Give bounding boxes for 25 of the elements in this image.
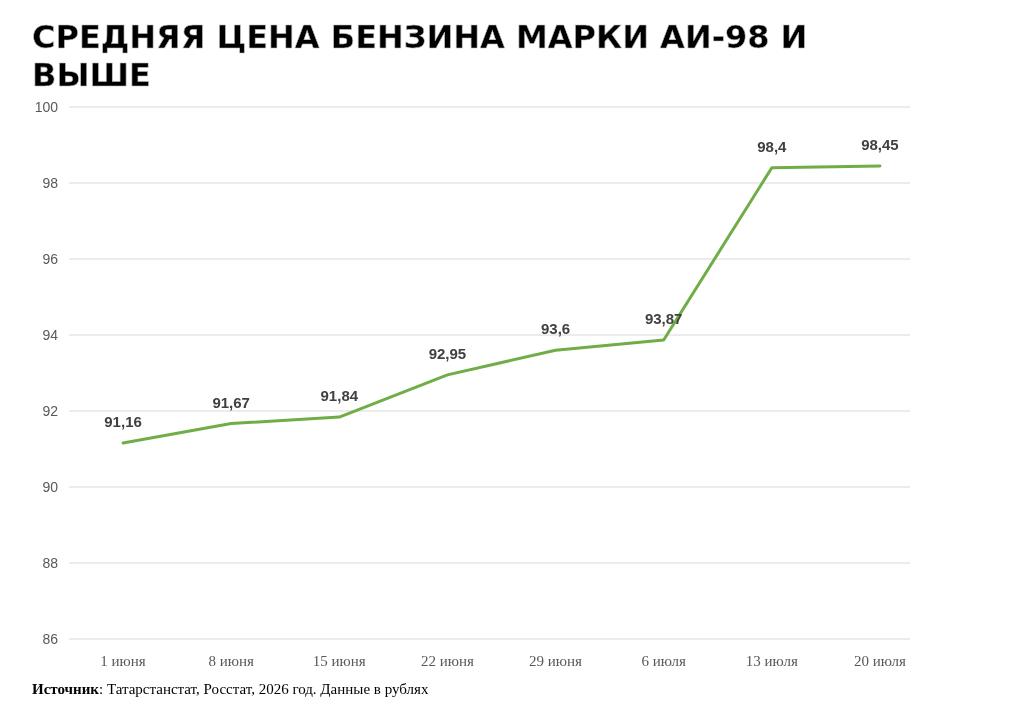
y-tick-label: 100 [34, 99, 59, 115]
chart-title: СРЕДНЯЯ ЦЕНА БЕНЗИНА МАРКИ АИ-98 И ВЫШЕ [32, 18, 808, 94]
text: 93,6 [540, 320, 571, 338]
y-tick-label: 88 [42, 555, 59, 571]
x-tick-label: 1 июня [100, 653, 146, 669]
x-tick-label: 6 июля [641, 653, 687, 669]
y-tick-label: 96 [42, 251, 59, 267]
y-tick-label: 92 [42, 403, 59, 419]
text: 91,84 [320, 387, 359, 405]
x-tick-label: 20 июля [853, 653, 907, 669]
text: 91,67 [212, 393, 250, 411]
text: 98,4 [757, 137, 787, 155]
text: 91,16 [104, 412, 142, 430]
text: Источник: Татарстанстат, Росстат, 2026 год. Данные в рублях [32, 681, 429, 697]
x-tick-label: 13 июля [745, 653, 798, 669]
x-tick-label: 22 июня [420, 653, 474, 669]
x-tick-label: 29 июня [529, 653, 583, 669]
text: 92,95 [428, 344, 467, 362]
y-tick-label: 90 [42, 479, 59, 495]
y-tick-label: 98 [42, 175, 59, 191]
x-tick-label: 8 июня [208, 653, 254, 669]
y-tick-label: 94 [42, 327, 59, 343]
text: 98,45 [861, 135, 899, 153]
x-tick-label: 15 июня [312, 653, 366, 669]
y-tick-label: 86 [42, 631, 59, 647]
